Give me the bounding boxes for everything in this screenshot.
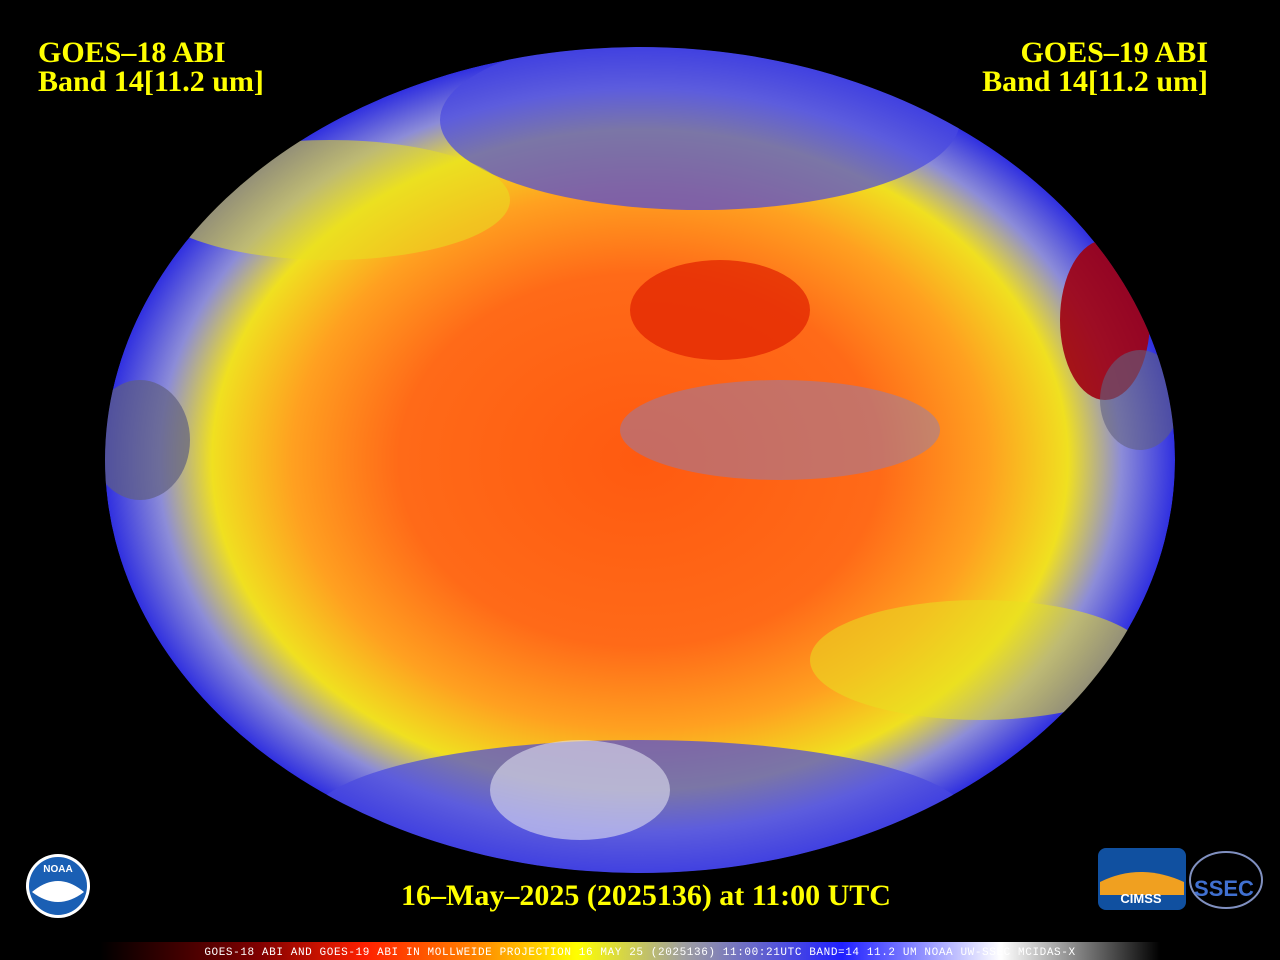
left-satellite: GOES–18 ABI	[38, 36, 226, 69]
timestamp: 16–May–2025 (2025136) at 11:00 UTC	[401, 879, 891, 912]
noaa-logo: NOAA	[26, 854, 90, 918]
color-bar	[100, 942, 1160, 960]
ssec-text: SSEC	[1194, 876, 1254, 901]
cimss-logo: CIMSS	[1098, 848, 1186, 910]
ssec-logo: SSEC	[1189, 851, 1263, 909]
right-band: Band 14[11.2 um]	[982, 65, 1208, 98]
left-band: Band 14[11.2 um]	[38, 65, 264, 98]
earth-image	[105, 47, 1175, 873]
cimss-text: CIMSS	[1120, 891, 1162, 906]
noaa-text: NOAA	[43, 864, 72, 875]
caption: GOES-18 ABI AND GOES-19 ABI IN MOLLWEIDE…	[204, 947, 1075, 959]
right-satellite: GOES–19 ABI	[1020, 36, 1208, 69]
